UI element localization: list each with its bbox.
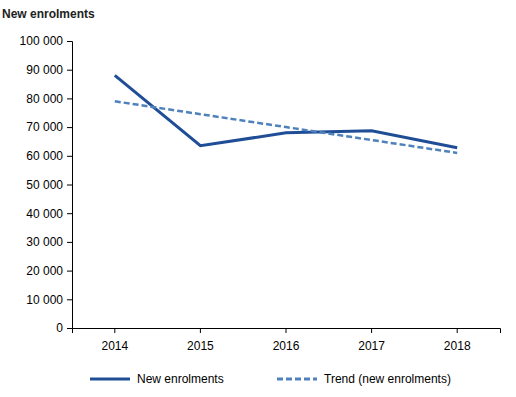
y-tick: 10 000 — [26, 293, 72, 307]
x-tick-label: 2014 — [101, 339, 128, 353]
legend: New enrolments Trend (new enrolments) — [90, 372, 451, 386]
x-axis: 2014 2015 2016 2017 2018 — [73, 328, 501, 353]
legend-swatch — [277, 378, 317, 381]
chart: New enrolments 0 10 000 20 000 30 000 40 000 5… — [0, 0, 516, 397]
y-tick-mark — [67, 156, 72, 157]
y-tick: 70 000 — [26, 120, 72, 134]
y-tick: 30 000 — [26, 235, 72, 249]
y-axis-line — [67, 42, 73, 329]
plot: 0 10 000 20 000 30 000 40 000 50 000 60 000 70 … — [20, 34, 501, 352]
y-tick-label: 20 000 — [26, 264, 63, 278]
x-tick-mark — [371, 328, 372, 333]
series-line — [115, 75, 457, 147]
y-tick: 90 000 — [26, 63, 72, 77]
y-tick-label: 100 000 — [20, 34, 64, 48]
y-tick: 20 000 — [26, 264, 72, 278]
y-tick-label: 30 000 — [26, 235, 63, 249]
y-tick: 50 000 — [26, 178, 72, 192]
y-tick-label: 60 000 — [26, 149, 63, 163]
x-axis-line — [73, 329, 501, 334]
y-tick-mark — [67, 271, 72, 272]
series-line — [115, 101, 457, 153]
y-tick: 100 000 — [20, 34, 72, 48]
y-tick-label: 50 000 — [26, 178, 63, 192]
chart-title: New enrolments — [2, 7, 95, 21]
y-tick: 80 000 — [26, 92, 72, 106]
y-tick-mark — [67, 185, 72, 186]
x-tick-label: 2018 — [444, 339, 471, 353]
y-tick-label: 80 000 — [26, 92, 63, 106]
y-tick-mark — [67, 98, 72, 99]
x-tick-mark — [457, 328, 458, 333]
x-tick-label: 2016 — [273, 339, 300, 353]
y-tick-label: 40 000 — [26, 207, 63, 221]
y-axis: 0 10 000 20 000 30 000 40 000 50 000 60 000 70 … — [20, 34, 73, 335]
y-tick: 0 — [56, 321, 72, 335]
y-tick-label: 70 000 — [26, 120, 63, 134]
y-tick-mark — [67, 213, 72, 214]
y-tick-mark — [67, 41, 72, 42]
x-tick: 2016 — [273, 328, 300, 353]
y-tick-mark — [67, 70, 72, 71]
x-tick: 2015 — [187, 328, 214, 353]
y-tick: 60 000 — [26, 149, 72, 163]
x-tick: 2014 — [101, 328, 128, 353]
x-tick-mark — [114, 328, 115, 333]
x-tick-mark — [200, 328, 201, 333]
legend-label: New enrolments — [137, 372, 224, 386]
x-tick: 2018 — [444, 328, 471, 353]
x-tick-label: 2015 — [187, 339, 214, 353]
x-tick-mark — [286, 328, 287, 333]
y-tick-label: 0 — [56, 321, 63, 335]
y-tick-mark — [67, 328, 72, 329]
legend-label: Trend (new enrolments) — [324, 372, 451, 386]
y-tick-label: 10 000 — [26, 293, 63, 307]
x-tick-label: 2017 — [358, 339, 385, 353]
y-tick-mark — [67, 242, 72, 243]
y-tick: 40 000 — [26, 207, 72, 221]
y-tick-mark — [67, 299, 72, 300]
legend-swatch — [90, 378, 130, 381]
y-tick-mark — [67, 127, 72, 128]
series-group — [115, 75, 457, 152]
y-tick-label: 90 000 — [26, 63, 63, 77]
x-tick: 2017 — [358, 328, 385, 353]
